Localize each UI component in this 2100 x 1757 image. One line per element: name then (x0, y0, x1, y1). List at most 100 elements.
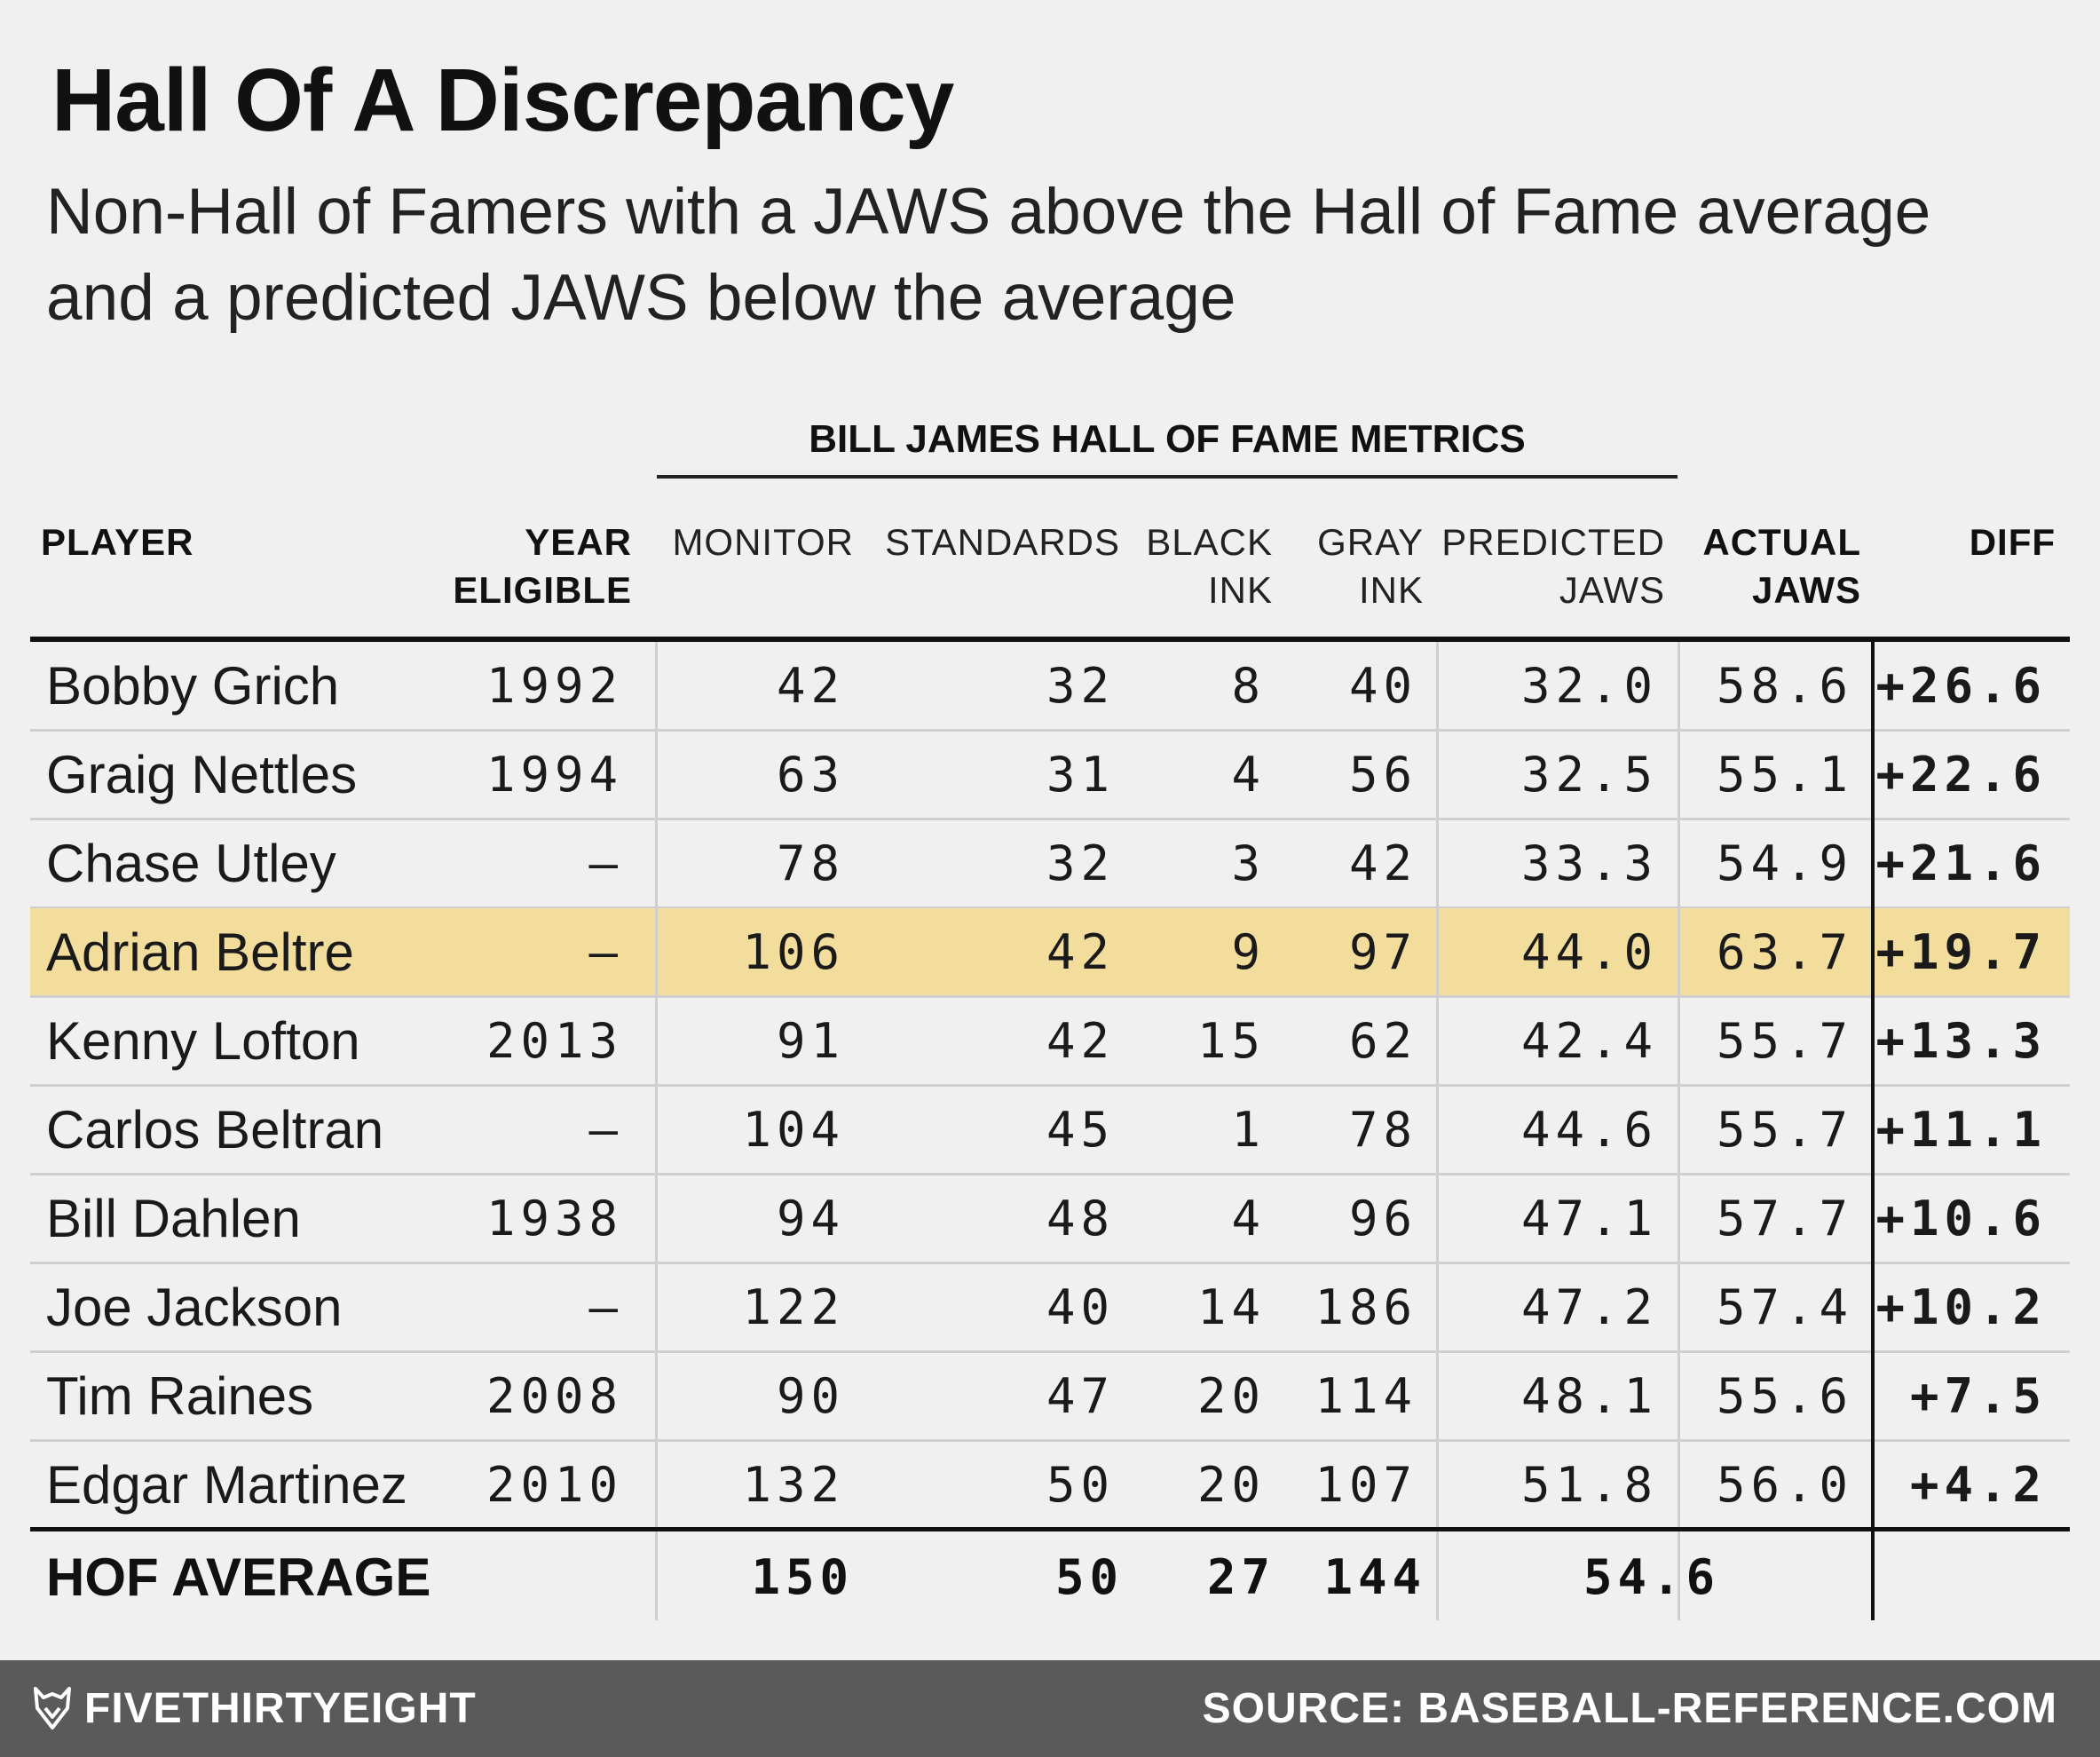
table-row: Tim Raines 2008 90 47 20 114 48.1 55.6 +7.5 (30, 1352, 2070, 1441)
group-header: BILL JAMES HALL OF FAME METRICS (809, 417, 1526, 461)
cell-standards: 40 (1046, 1279, 1115, 1335)
row-divider (30, 1439, 2070, 1442)
column-divider (1678, 642, 1680, 1620)
column-header-line2: DIFF (1969, 521, 2056, 563)
cell-standards: 31 (1046, 747, 1115, 803)
column-header-player: PLAYER (41, 518, 194, 566)
cell-monitor: 91 (776, 1013, 845, 1069)
average-monitor: 150 (751, 1549, 854, 1605)
column-header-line2: JAWS (1751, 569, 1861, 611)
cell-actual: 55.1 (1716, 747, 1853, 803)
column-header-actual: ACTUAL JAWS (1702, 518, 1861, 614)
cell-diff: +19.7 (1875, 924, 2047, 980)
cell-year: — (588, 924, 623, 980)
cell-black: 4 (1231, 747, 1266, 803)
cell-player: Edgar Martinez (46, 1455, 407, 1515)
row-divider (30, 906, 2070, 909)
cell-actual: 55.7 (1716, 1013, 1853, 1069)
cell-player: Bill Dahlen (46, 1189, 301, 1248)
column-header-year: YEAR ELIGIBLE (453, 518, 632, 614)
cell-actual: 55.6 (1716, 1368, 1853, 1424)
cell-predicted: 47.1 (1520, 1191, 1658, 1247)
cell-gray: 40 (1348, 658, 1417, 714)
diff-divider (1871, 642, 1875, 1620)
cell-actual: 57.7 (1716, 1191, 1853, 1247)
cell-gray: 97 (1348, 924, 1417, 980)
cell-diff: +7.5 (1909, 1368, 2047, 1424)
table-row: Bobby Grich 1992 42 32 8 40 32.0 58.6 +26.6 (30, 642, 2070, 731)
cell-monitor: 42 (776, 658, 845, 714)
average-gray: 144 (1323, 1549, 1426, 1605)
cell-monitor: 106 (742, 924, 845, 980)
cell-year: — (588, 1279, 623, 1335)
table-row: Adrian Beltre — 106 42 9 97 44.0 63.7 +19.7 (30, 908, 2070, 997)
cell-predicted: 51.8 (1520, 1457, 1658, 1513)
cell-predicted: 32.0 (1520, 658, 1658, 714)
cell-monitor: 122 (742, 1279, 845, 1335)
cell-actual: 56.0 (1716, 1457, 1853, 1513)
cell-predicted: 44.0 (1520, 924, 1658, 980)
cell-year: 2013 (486, 1013, 623, 1069)
table-row: Bill Dahlen 1938 94 48 4 96 47.1 57.7 +10.6 (30, 1175, 2070, 1263)
cell-predicted: 48.1 (1520, 1368, 1658, 1424)
cell-actual: 57.4 (1716, 1279, 1853, 1335)
cell-black: 1 (1231, 1102, 1266, 1158)
table-row: Kenny Lofton 2013 91 42 15 62 42.4 55.7 +13.3 (30, 997, 2070, 1086)
table-row: Joe Jackson — 122 40 14 186 47.2 57.4 +10.2 (30, 1263, 2070, 1352)
cell-gray: 62 (1348, 1013, 1417, 1069)
column-header-line2: INK (1207, 569, 1273, 611)
row-divider (30, 1173, 2070, 1175)
source-credit: SOURCE: BASEBALL-REFERENCE.COM (1202, 1685, 2057, 1732)
row-divider (30, 995, 2070, 998)
cell-standards: 47 (1046, 1368, 1115, 1424)
cell-predicted: 44.6 (1520, 1102, 1658, 1158)
cell-year: 2008 (486, 1368, 623, 1424)
cell-black: 3 (1231, 835, 1266, 891)
cell-year: — (588, 835, 623, 891)
column-header-standards: STANDARDS (885, 518, 1120, 566)
cell-player: Graig Nettles (46, 745, 358, 804)
cell-predicted: 42.4 (1520, 1013, 1658, 1069)
average-standards: 50 (1054, 1549, 1124, 1605)
table-row: Graig Nettles 1994 63 31 4 56 32.5 55.1 +22.6 (30, 731, 2070, 819)
cell-year: 2010 (486, 1457, 623, 1513)
cell-monitor: 104 (742, 1102, 845, 1158)
table-row: Chase Utley — 78 32 3 42 33.3 54.9 +21.6 (30, 819, 2070, 908)
column-header-line2: STANDARDS (885, 521, 1120, 563)
chart-title: Hall Of A Discrepancy (51, 51, 954, 150)
column-header-line1: YEAR (525, 521, 632, 563)
cell-diff: +11.1 (1875, 1102, 2047, 1158)
cell-black: 4 (1231, 1191, 1266, 1247)
cell-standards: 32 (1046, 658, 1115, 714)
average-rule (30, 1527, 2070, 1531)
cell-actual: 54.9 (1716, 835, 1853, 891)
group-header-rule (657, 475, 1678, 479)
brand-name: FIVETHIRTYEIGHT (84, 1685, 477, 1732)
cell-diff: +4.2 (1909, 1457, 2047, 1513)
cell-diff: +10.2 (1875, 1279, 2047, 1335)
table-row: Carlos Beltran — 104 45 1 78 44.6 55.7 +11.1 (30, 1086, 2070, 1175)
column-header-monitor: MONITOR (672, 518, 854, 566)
cell-gray: 78 (1348, 1102, 1417, 1158)
cell-monitor: 132 (742, 1457, 845, 1513)
column-header-line2: JAWS (1559, 569, 1665, 611)
column-divider (1436, 642, 1439, 1620)
cell-black: 14 (1196, 1279, 1266, 1335)
column-header-line2: MONITOR (672, 521, 854, 563)
cell-gray: 42 (1348, 835, 1417, 891)
cell-predicted: 33.3 (1520, 835, 1658, 891)
header-rule (30, 637, 2070, 642)
column-header-line1: BLACK (1146, 521, 1273, 563)
cell-diff: +21.6 (1875, 835, 2047, 891)
cell-monitor: 90 (776, 1368, 845, 1424)
cell-player: Bobby Grich (46, 656, 340, 716)
table-row: Edgar Martinez 2010 132 50 20 107 51.8 56.0 +4.2 (30, 1441, 2070, 1530)
average-label: HOF AVERAGE (46, 1547, 431, 1607)
cell-standards: 42 (1046, 1013, 1115, 1069)
cell-black: 20 (1196, 1457, 1266, 1513)
row-divider (30, 1350, 2070, 1353)
cell-standards: 32 (1046, 835, 1115, 891)
chart-subtitle: Non-Hall of Famers with a JAWS above the… (46, 176, 1931, 334)
cell-actual: 58.6 (1716, 658, 1853, 714)
row-divider (30, 729, 2070, 732)
